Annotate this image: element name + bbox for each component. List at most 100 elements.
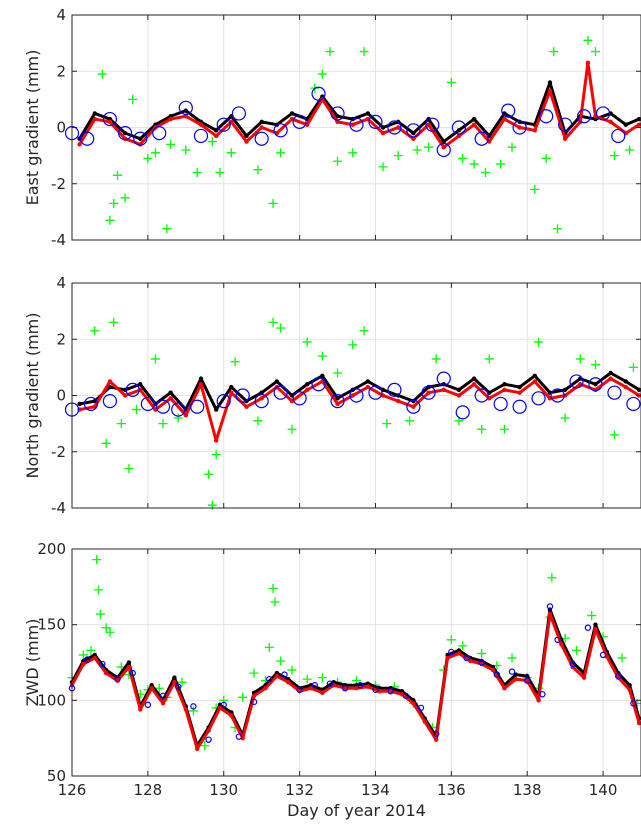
east-data-point: [107, 119, 113, 125]
east-data-point: [168, 116, 173, 122]
east-data-point: [192, 168, 202, 177]
zwd-data-point: [417, 704, 425, 712]
zwd-data-point: [525, 678, 530, 683]
east-data-point: [412, 145, 422, 155]
north-data-point: [531, 391, 546, 406]
zwd-data-point: [238, 692, 248, 702]
east-data-point: [198, 122, 204, 127]
zwd-data-point: [274, 670, 280, 676]
north-data-point: [183, 412, 188, 418]
zwd-data-point: [539, 691, 546, 698]
north-data-point: [593, 387, 598, 393]
east-data-point: [311, 86, 326, 101]
zwd-data-point: [599, 651, 607, 659]
east-data-point: [393, 151, 403, 161]
east-data-point: [348, 148, 358, 158]
east-data-point: [456, 128, 462, 133]
north-data-point: [229, 390, 234, 395]
zwd-data-point: [388, 689, 393, 694]
zwd-data-point: [636, 720, 641, 726]
zwd-data-point: [547, 573, 557, 583]
zwd-ytick-label: 100: [37, 691, 66, 709]
north-data-point: [426, 384, 431, 390]
north-data-point: [455, 405, 470, 420]
north-data-point: [173, 413, 183, 423]
east-data-point: [507, 142, 517, 152]
north-data-point: [292, 391, 307, 406]
east-data-point: [595, 106, 611, 121]
zwd-data-point: [144, 701, 152, 709]
north-data-point: [436, 371, 451, 386]
north-data-point: [131, 405, 141, 415]
east-data-point: [425, 117, 440, 132]
zwd-data-point: [219, 695, 229, 705]
north-data-point: [396, 398, 401, 404]
east-data-point: [231, 106, 247, 121]
east-data-point: [273, 123, 288, 138]
north-data-point: [125, 382, 140, 397]
zwd-data-point: [326, 680, 334, 687]
east-data-point: [335, 114, 340, 119]
zwd-data-point: [126, 660, 132, 665]
zwd-data-point: [627, 683, 632, 688]
zwd-series-dot: [69, 611, 641, 751]
zwd-data-point: [372, 686, 379, 693]
east-data-point: [105, 215, 115, 225]
east-data-point: [458, 153, 468, 163]
zwd-data-point: [103, 670, 109, 676]
zwd-data-point: [433, 737, 439, 742]
east-data-point: [411, 136, 416, 141]
east-data-point: [253, 165, 263, 175]
zwd-data-point: [615, 672, 622, 680]
north-data-point: [502, 387, 507, 393]
north-data-point: [107, 379, 113, 384]
north-data-point: [411, 398, 416, 404]
north-data-point: [198, 382, 204, 387]
east-data-point: [122, 136, 128, 141]
zwd-data-point: [159, 692, 167, 699]
zwd-data-point: [617, 653, 627, 663]
north-data-point: [502, 382, 507, 387]
zwd-data-point: [250, 698, 258, 706]
zwd-data-point: [365, 681, 371, 686]
east-data-point: [539, 109, 554, 124]
north-data-point: [569, 374, 584, 389]
north-data-point: [456, 387, 462, 393]
north-data-point: [441, 382, 446, 387]
east-data-point: [590, 47, 600, 57]
north-data-point: [150, 354, 160, 364]
north-data-point: [311, 377, 326, 392]
north-data-point: [512, 399, 527, 414]
north-data-point: [190, 399, 205, 414]
north-data-point: [109, 317, 119, 327]
east-data-point: [254, 131, 269, 146]
east-data-point: [608, 119, 613, 125]
east-data-point: [216, 117, 231, 132]
north-data-point: [593, 382, 598, 387]
north-data-point: [244, 404, 249, 409]
east-data-point: [97, 69, 107, 79]
north-data-point: [499, 424, 509, 434]
east-data-point: [424, 142, 434, 152]
north-data-point: [534, 337, 544, 347]
zwd-data-point: [341, 685, 349, 692]
east-data-point: [109, 198, 119, 208]
east-data-point: [120, 193, 130, 203]
east-data-point: [609, 151, 619, 161]
east-data-point: [289, 111, 295, 116]
north-data-point: [333, 368, 343, 378]
zwd-data-point: [235, 733, 243, 740]
north-data-point: [213, 438, 219, 443]
east-data-point: [446, 78, 456, 87]
north-data-point: [421, 385, 436, 400]
north-data-point: [211, 450, 221, 460]
north-data-point: [368, 385, 383, 400]
north-data-point: [140, 396, 155, 412]
east-data-point: [244, 133, 249, 139]
zwd-data-point: [630, 700, 637, 707]
east-data-point: [330, 106, 345, 121]
north-data-point: [477, 424, 487, 434]
north-data-point: [204, 469, 214, 479]
east-data-point: [152, 126, 167, 141]
east-series-dot: [77, 80, 641, 144]
